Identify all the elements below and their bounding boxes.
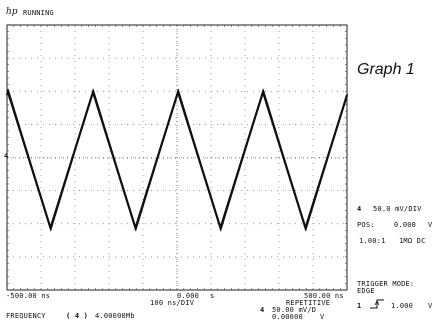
run-status: RUNNING — [23, 9, 54, 17]
position-unit: V — [428, 221, 433, 229]
coupling: 1MΩ DC — [399, 237, 426, 245]
trigger-mode-value: EDGE — [357, 287, 375, 295]
trigger-level: 1.000 — [391, 302, 414, 310]
trigger-source: 1 — [357, 302, 362, 310]
probe-ratio: 1.00:1 — [359, 237, 386, 245]
trigger-level-unit: V — [428, 302, 433, 310]
time-per-div: 100 ns/DIV — [150, 299, 195, 307]
position-value: 0.000 — [394, 221, 417, 229]
graph-title: Graph 1 — [357, 61, 415, 78]
footer-channel-offset: 0.00000 — [272, 313, 303, 321]
waveform-trace — [5, 88, 349, 232]
channel-number: 4 — [357, 205, 362, 213]
time-center-unit: s — [210, 292, 215, 300]
waveform-trace-envelope — [7, 88, 349, 232]
channel-ground-marker: 4 — [4, 152, 9, 160]
footer-channel-scale: 50.00 mV/D — [272, 306, 317, 314]
measurement-label: FREQUENCY — [6, 312, 46, 320]
measurement-value: 4.00000Mb — [95, 312, 135, 320]
time-right: 500.00 ns — [304, 292, 344, 300]
footer-channel-unit: V — [320, 313, 325, 321]
position-label: POS: — [357, 221, 375, 229]
channel-scale: 50.0 mV/DIV — [373, 205, 422, 213]
hp-logo: hp — [6, 7, 18, 17]
acquisition-mode: REPETITIVE — [286, 299, 331, 307]
graticule — [6, 24, 348, 291]
footer-channel: 4 — [260, 306, 265, 314]
time-left: -500.00 ns — [6, 292, 51, 300]
measurement-channel: ( 4 ) — [66, 312, 89, 320]
time-center-value: 0.000 — [177, 292, 200, 300]
trigger-mode-label: TRIGGER MODE: — [357, 280, 415, 288]
